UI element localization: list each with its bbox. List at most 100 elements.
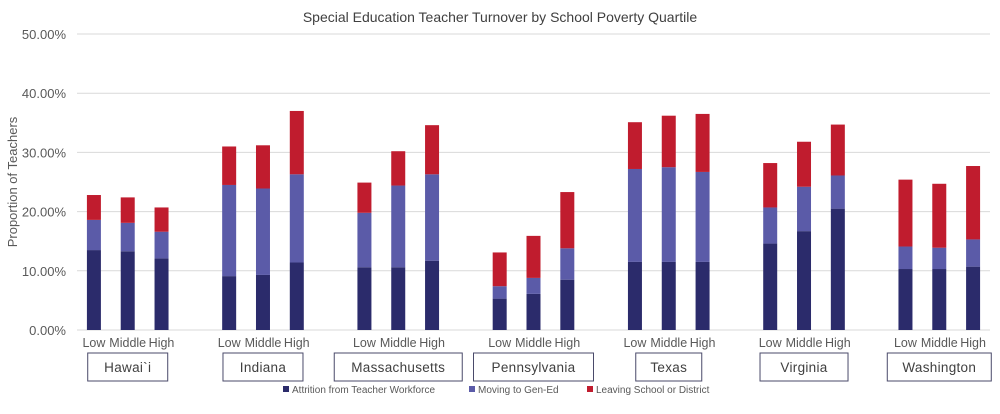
bar-segment bbox=[560, 279, 575, 330]
y-tick-label: 40.00% bbox=[22, 86, 67, 101]
bar-segment bbox=[425, 260, 440, 330]
bar-segment bbox=[627, 261, 642, 330]
bar-segment bbox=[120, 197, 135, 223]
bar-segment bbox=[255, 188, 270, 275]
bar-segment bbox=[222, 146, 237, 185]
legend-swatch bbox=[587, 386, 593, 392]
y-tick-label: 30.00% bbox=[22, 145, 67, 160]
y-tick-label: 10.00% bbox=[22, 264, 67, 279]
bar-segment bbox=[627, 168, 642, 262]
bar-segment bbox=[120, 251, 135, 330]
bar-segment bbox=[932, 247, 947, 270]
bar-segment bbox=[526, 293, 541, 330]
legend-label: Leaving School or District bbox=[596, 385, 710, 396]
bar-segment bbox=[830, 175, 845, 209]
bar-segment bbox=[560, 192, 575, 249]
bar-segment bbox=[86, 195, 101, 220]
sub-category-label: High bbox=[284, 336, 310, 350]
bar-segment bbox=[797, 141, 812, 187]
bar-segment bbox=[627, 122, 642, 169]
sub-category-label: Middle bbox=[650, 336, 687, 350]
sub-category-label: Middle bbox=[921, 336, 958, 350]
bar-segment bbox=[898, 269, 913, 330]
chart-title: Special Education Teacher Turnover by Sc… bbox=[303, 9, 698, 25]
group-label: Massachusetts bbox=[351, 360, 445, 375]
sub-category-label: Low bbox=[82, 336, 106, 350]
bar-segment bbox=[763, 163, 778, 208]
sub-category-label: Low bbox=[623, 336, 647, 350]
group-label-box bbox=[473, 352, 594, 382]
bar-segment bbox=[357, 212, 372, 268]
bar-segment bbox=[898, 179, 913, 247]
bar-segment bbox=[289, 174, 304, 263]
bar-segment bbox=[492, 298, 507, 330]
group-label-box bbox=[635, 352, 703, 382]
group-label: Washington bbox=[902, 360, 976, 375]
sub-category-label: Middle bbox=[109, 336, 146, 350]
sub-category-label: Low bbox=[218, 336, 242, 350]
sub-category-label: High bbox=[690, 336, 716, 350]
bar-segment bbox=[357, 182, 372, 213]
bar-segment bbox=[154, 258, 169, 330]
bar-segment bbox=[86, 250, 101, 330]
sub-category-label: High bbox=[825, 336, 851, 350]
legend-label: Moving to Gen-Ed bbox=[478, 385, 559, 396]
bar-segment bbox=[255, 274, 270, 330]
bar-segment bbox=[797, 231, 812, 330]
sub-category-label: Middle bbox=[786, 336, 823, 350]
y-tick-label: 50.00% bbox=[22, 27, 67, 42]
bar-segment bbox=[932, 183, 947, 248]
group-label-box bbox=[222, 352, 304, 382]
bar-segment bbox=[695, 113, 710, 172]
y-axis-ticks: 0.00% 10.00% 20.00% 30.00% 40.00% 50.00% bbox=[22, 27, 67, 338]
sub-category-label: High bbox=[149, 336, 175, 350]
sub-category-label: High bbox=[554, 336, 580, 350]
group-label: Hawai`i bbox=[104, 360, 151, 375]
y-tick-label: 0.00% bbox=[29, 323, 66, 338]
bar-segment bbox=[830, 208, 845, 330]
bar-segment bbox=[391, 267, 406, 330]
bar-segment bbox=[695, 171, 710, 262]
bar-segment bbox=[289, 262, 304, 330]
sub-category-label: Low bbox=[894, 336, 918, 350]
bar-segment bbox=[357, 267, 372, 330]
sub-category-label: High bbox=[960, 336, 986, 350]
legend-swatch bbox=[469, 386, 475, 392]
sub-category-label: Low bbox=[353, 336, 377, 350]
bar-segment bbox=[932, 269, 947, 330]
legend: Attrition from Teacher Workforce Moving t… bbox=[283, 385, 710, 396]
group-label-box bbox=[759, 352, 849, 382]
bar-segment bbox=[797, 186, 812, 232]
sub-category-label: High bbox=[419, 336, 445, 350]
sub-category-label: Low bbox=[759, 336, 783, 350]
bar-segment bbox=[492, 286, 507, 299]
bar-segment bbox=[526, 235, 541, 278]
bar-segment bbox=[120, 222, 135, 252]
group-label-box bbox=[886, 352, 992, 382]
legend-swatch bbox=[283, 386, 289, 392]
legend-label: Attrition from Teacher Workforce bbox=[292, 385, 435, 396]
bar-segment bbox=[661, 261, 676, 330]
bar-segment bbox=[222, 184, 237, 277]
bar-segment bbox=[966, 266, 981, 330]
bar-segment bbox=[86, 219, 101, 251]
sub-category-label: Low bbox=[488, 336, 512, 350]
bar-segment bbox=[661, 115, 676, 168]
sub-category-label: Middle bbox=[380, 336, 417, 350]
bar-segment bbox=[255, 145, 270, 189]
bars bbox=[86, 110, 981, 330]
y-tick-label: 20.00% bbox=[22, 205, 67, 220]
group-label-box bbox=[87, 352, 169, 382]
bar-segment bbox=[425, 125, 440, 175]
bar-segment bbox=[966, 166, 981, 240]
group-label: Pennsylvania bbox=[492, 360, 576, 375]
bar-segment bbox=[661, 167, 676, 262]
bar-segment bbox=[830, 124, 845, 176]
group-label: Texas bbox=[650, 360, 687, 375]
bar-segment bbox=[526, 277, 541, 294]
bar-segment bbox=[695, 261, 710, 330]
bar-segment bbox=[391, 151, 406, 186]
group-label: Virginia bbox=[780, 360, 827, 375]
